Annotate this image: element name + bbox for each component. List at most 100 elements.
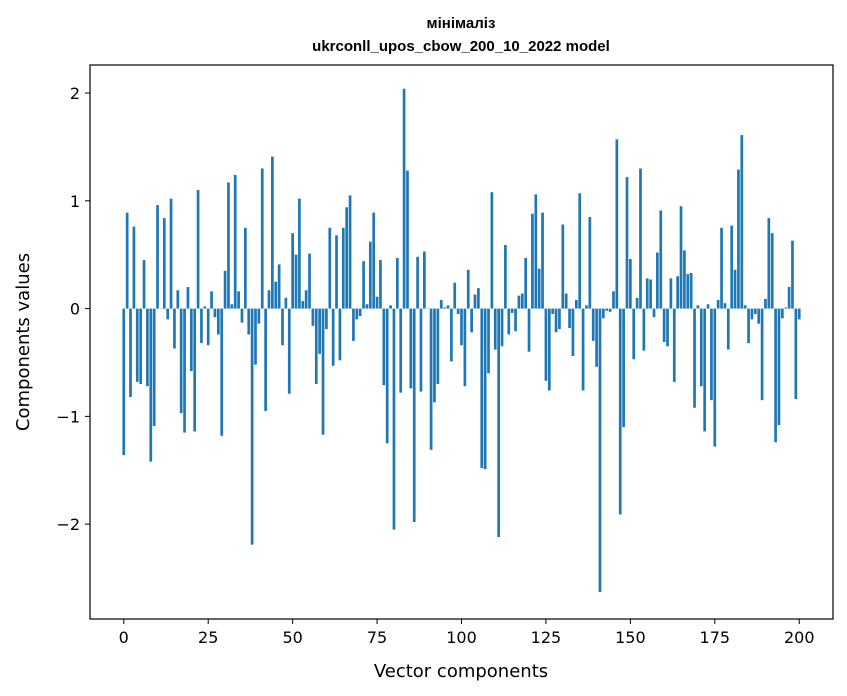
bar bbox=[601, 308, 605, 319]
bar bbox=[514, 308, 517, 332]
bar bbox=[395, 257, 399, 309]
bar bbox=[520, 293, 524, 309]
bar bbox=[659, 210, 663, 309]
x-tick-label: 100 bbox=[446, 628, 477, 647]
bar bbox=[345, 207, 349, 309]
bar bbox=[500, 308, 504, 347]
bar bbox=[450, 308, 453, 362]
bar bbox=[125, 212, 129, 309]
bar bbox=[750, 308, 754, 320]
bar bbox=[622, 308, 625, 428]
bar bbox=[713, 308, 717, 447]
bar bbox=[466, 269, 470, 309]
bar bbox=[416, 256, 419, 309]
bar bbox=[135, 308, 139, 382]
bar bbox=[166, 308, 170, 320]
bar bbox=[652, 308, 656, 318]
bar bbox=[791, 240, 794, 309]
bar bbox=[392, 308, 396, 530]
bar bbox=[304, 290, 308, 309]
bar bbox=[362, 261, 365, 309]
bar bbox=[129, 308, 132, 397]
bar bbox=[460, 308, 463, 346]
bar bbox=[723, 303, 727, 309]
bar bbox=[358, 308, 362, 317]
bars-group bbox=[122, 88, 801, 593]
bar bbox=[662, 308, 666, 342]
bar bbox=[331, 308, 335, 366]
bar bbox=[527, 308, 531, 352]
bar bbox=[574, 299, 578, 309]
bar bbox=[595, 308, 598, 367]
bar bbox=[338, 308, 342, 361]
bar bbox=[250, 308, 254, 545]
x-tick-label: 125 bbox=[531, 628, 562, 647]
bar bbox=[591, 308, 595, 341]
bar bbox=[696, 305, 700, 309]
bar bbox=[186, 287, 190, 309]
bar bbox=[558, 308, 561, 330]
bar bbox=[213, 308, 217, 318]
y-axis-ticks: −2 −1 0 1 2 bbox=[56, 84, 90, 534]
bar bbox=[608, 308, 612, 312]
bar bbox=[423, 251, 426, 309]
bar bbox=[726, 308, 730, 350]
bar bbox=[287, 308, 291, 394]
bar bbox=[716, 299, 720, 309]
bar bbox=[767, 218, 771, 309]
bar bbox=[615, 139, 619, 309]
bar bbox=[693, 308, 696, 408]
bar bbox=[770, 233, 774, 309]
x-axis-label: Vector components bbox=[374, 661, 548, 682]
bar bbox=[507, 308, 511, 335]
bar bbox=[645, 278, 649, 309]
bar bbox=[703, 308, 707, 432]
bar bbox=[365, 304, 369, 309]
bar bbox=[402, 88, 406, 309]
bar bbox=[780, 308, 784, 319]
bar bbox=[463, 308, 467, 387]
bar bbox=[132, 226, 136, 309]
bar bbox=[139, 308, 143, 385]
bar bbox=[176, 290, 180, 309]
bar bbox=[412, 308, 416, 522]
bar bbox=[200, 308, 203, 344]
bar bbox=[605, 308, 609, 311]
bar bbox=[230, 304, 234, 309]
bar bbox=[588, 216, 592, 309]
x-tick-label: 200 bbox=[784, 628, 815, 647]
plot-frame bbox=[89, 64, 834, 620]
bar bbox=[720, 227, 723, 309]
bar bbox=[314, 308, 318, 385]
bar bbox=[443, 307, 446, 309]
bar bbox=[355, 308, 359, 320]
bar bbox=[325, 308, 328, 330]
bar bbox=[699, 308, 703, 387]
bar bbox=[271, 156, 274, 309]
bar bbox=[341, 227, 345, 309]
bar bbox=[743, 305, 747, 309]
x-axis-ticks: 0 25 50 75 100 125 150 175 200 bbox=[119, 619, 815, 647]
bar bbox=[517, 295, 521, 309]
x-tick-label: 75 bbox=[367, 628, 387, 647]
bar bbox=[291, 233, 294, 309]
bar bbox=[277, 264, 281, 309]
bar bbox=[656, 252, 659, 309]
y-tick-label: 1 bbox=[70, 192, 80, 211]
bar bbox=[581, 308, 585, 391]
bar bbox=[348, 195, 352, 309]
bar bbox=[683, 250, 686, 309]
bar bbox=[774, 308, 777, 443]
bar bbox=[281, 308, 284, 346]
y-tick-label: 0 bbox=[70, 300, 80, 319]
bar bbox=[524, 257, 528, 309]
bar bbox=[233, 174, 237, 309]
bar bbox=[480, 308, 484, 469]
bar bbox=[439, 299, 443, 309]
bar bbox=[379, 260, 382, 309]
bar bbox=[301, 301, 305, 309]
bar bbox=[372, 212, 376, 309]
bar bbox=[257, 308, 261, 324]
bar bbox=[193, 308, 197, 432]
